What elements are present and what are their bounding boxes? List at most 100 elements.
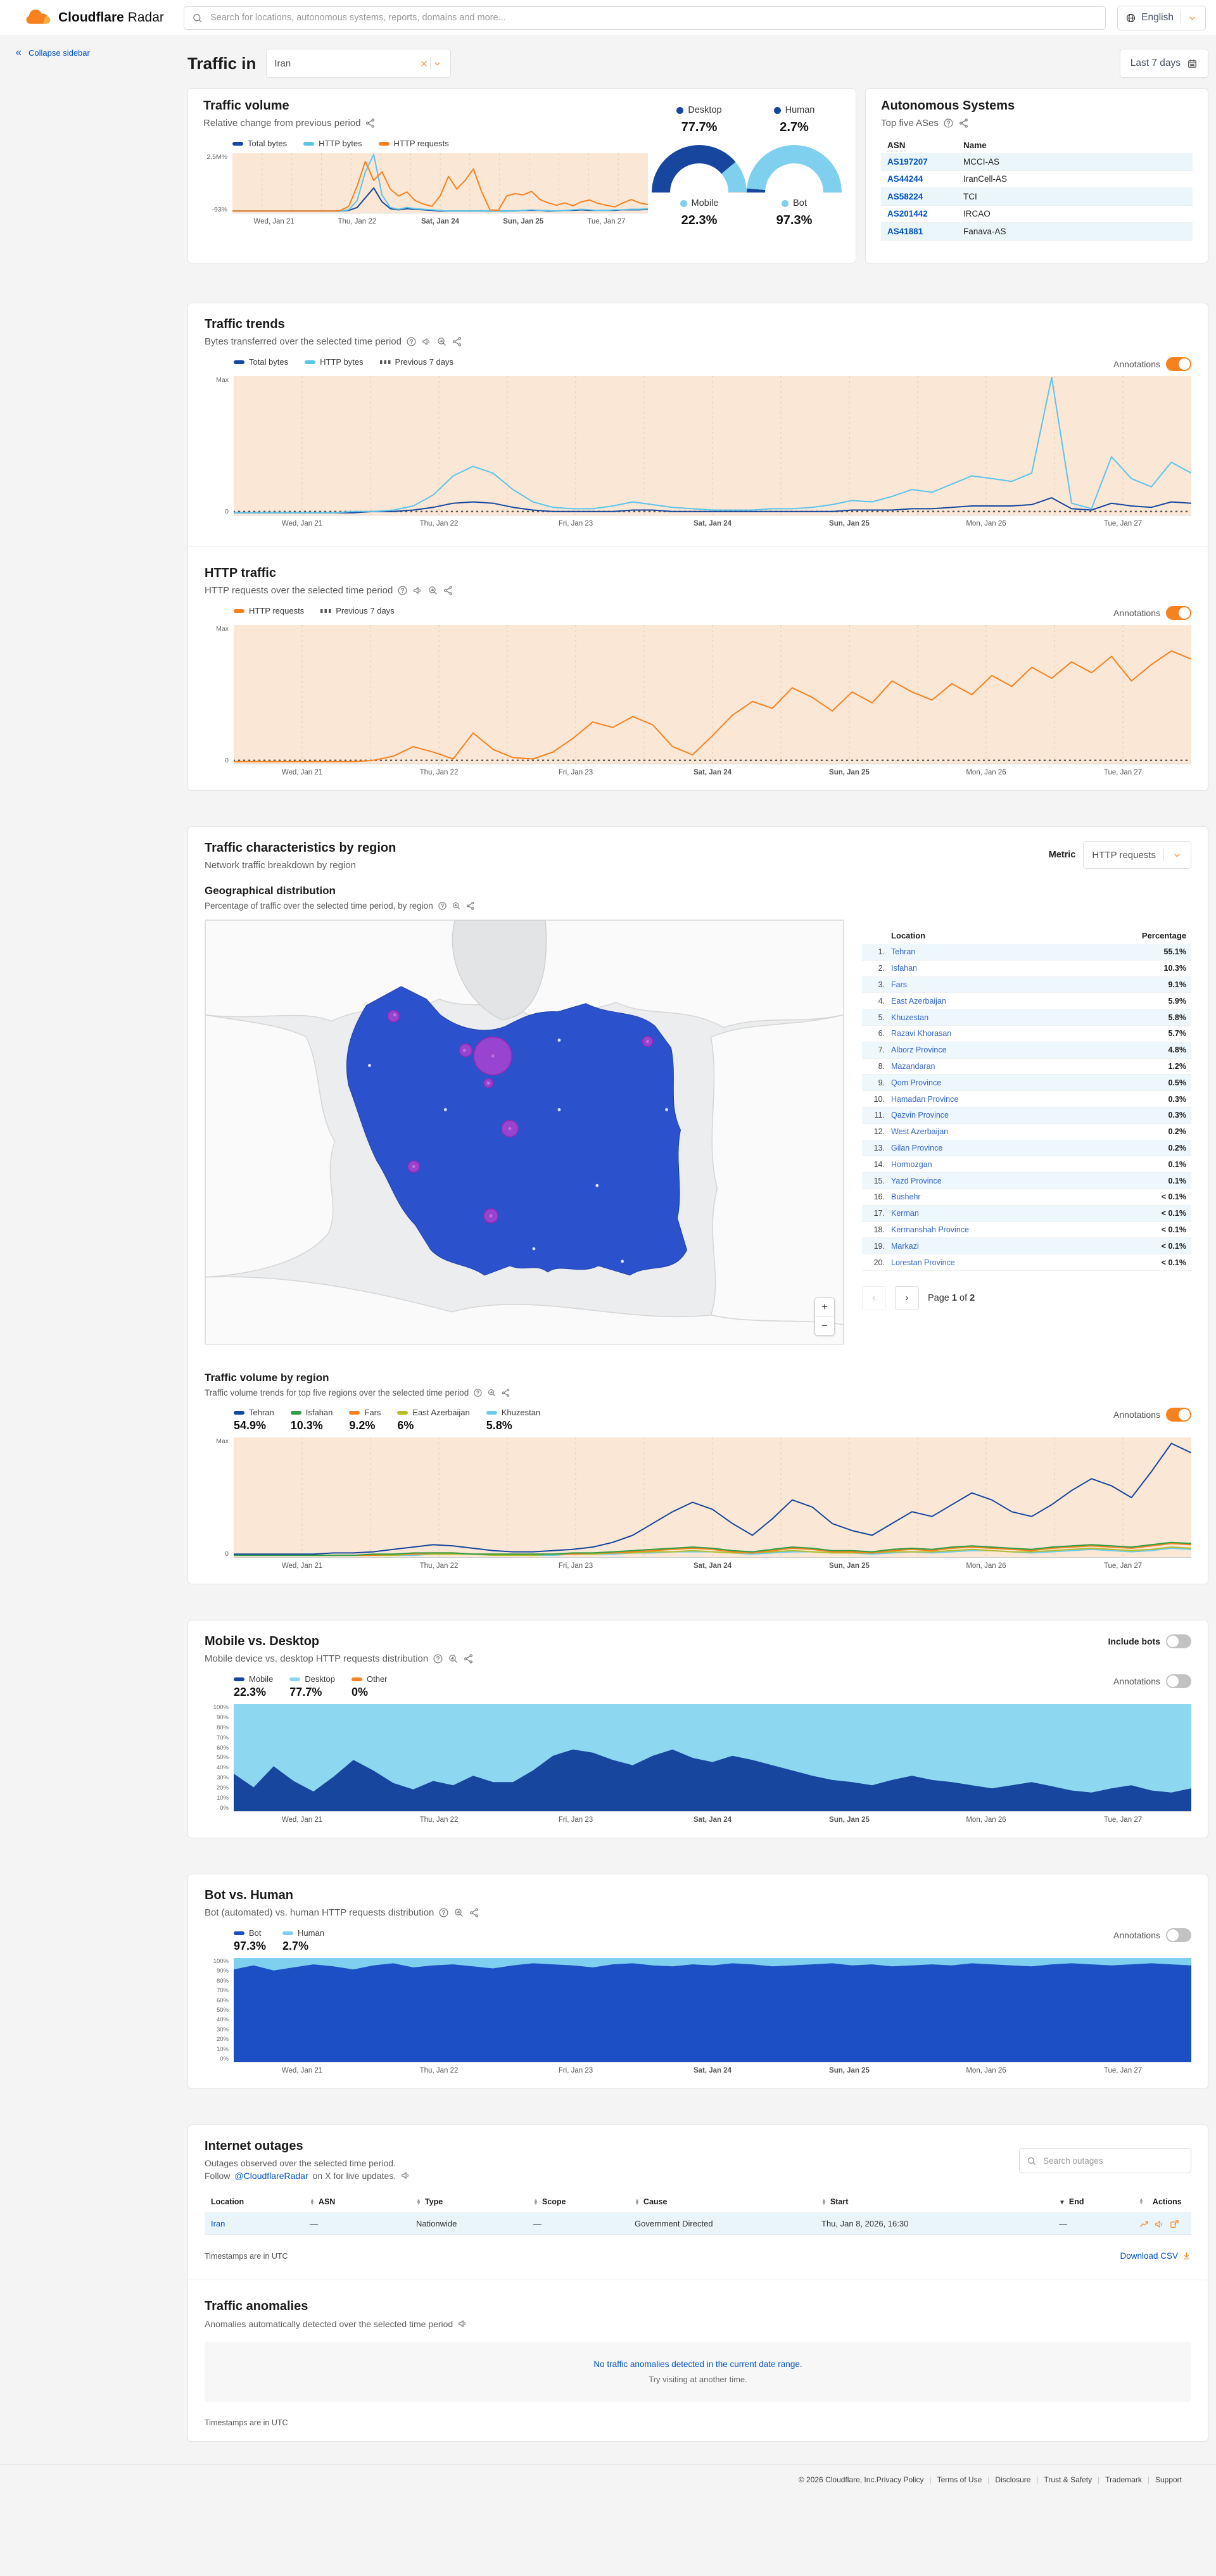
help-icon[interactable] (473, 1388, 483, 1398)
location-link[interactable]: Fars (891, 980, 907, 989)
share-icon[interactable] (365, 118, 376, 129)
traffic-volume-gauges: Desktop 77.7% Mobile 22.3% Human 2.7% Bo… (652, 99, 842, 253)
as-name: MCCI-AS (963, 156, 999, 167)
location-link[interactable]: Kerman (891, 1209, 919, 1218)
help-icon[interactable] (943, 118, 954, 129)
export-icon[interactable] (1169, 2219, 1179, 2229)
location-link[interactable]: Yazd Province (891, 1176, 942, 1185)
share-icon[interactable] (443, 585, 453, 596)
explore-icon[interactable] (487, 1388, 497, 1398)
asn-link[interactable]: AS41881 (887, 226, 923, 236)
next-page-button[interactable]: › (895, 1285, 919, 1310)
announcement-icon[interactable] (1154, 2219, 1164, 2229)
explore-icon[interactable] (436, 336, 447, 347)
share-icon[interactable] (501, 1388, 510, 1398)
share-icon[interactable] (466, 901, 475, 911)
footer-link[interactable]: Disclosure (982, 2475, 1030, 2484)
location-link[interactable]: Hamadan Province (891, 1094, 959, 1104)
annotations-toggle[interactable] (1166, 1928, 1191, 1942)
megaphone-icon[interactable] (412, 585, 423, 596)
view-trend-icon[interactable] (1139, 2219, 1149, 2229)
metric-select[interactable]: HTTP requests (1083, 841, 1191, 869)
annotations-toggle[interactable] (1166, 606, 1191, 620)
location-link[interactable]: Lorestan Province (891, 1258, 955, 1267)
clear-location-icon[interactable] (419, 59, 429, 68)
previous-page-button[interactable]: ‹ (862, 1285, 886, 1310)
explore-icon[interactable] (448, 1653, 459, 1664)
outages-column-asn[interactable]: ▲ ▼ ASN (310, 2197, 336, 2206)
download-csv-link[interactable]: Download CSV (1120, 2251, 1191, 2261)
collapse-sidebar-button[interactable]: Collapse sidebar (14, 48, 90, 58)
location-link[interactable]: Kermanshah Province (891, 1225, 969, 1234)
footer-link[interactable]: Trademark (1092, 2475, 1142, 2484)
asn-link[interactable]: AS197207 (887, 156, 928, 167)
cloudflare-radar-x-link[interactable]: @CloudflareRadar (234, 2170, 308, 2181)
x-axis-tick: Wed, Jan 21 (281, 1562, 323, 1570)
legend-item: Human 2.7% (282, 1928, 324, 1953)
help-icon[interactable] (438, 901, 447, 911)
location-link[interactable]: Gilan Province (891, 1143, 943, 1152)
date-range-picker[interactable]: Last 7 days (1119, 49, 1208, 78)
location-link[interactable]: Qom Province (891, 1078, 942, 1087)
outages-column-end[interactable]: ▼ End (1059, 2197, 1084, 2206)
location-link[interactable]: Mazandaran (891, 1061, 935, 1071)
share-icon[interactable] (452, 336, 462, 347)
include-bots-toggle[interactable] (1166, 1634, 1191, 1648)
location-link[interactable]: Hormozgan (891, 1159, 932, 1169)
location-link[interactable]: Qazvin Province (891, 1111, 949, 1120)
help-icon[interactable] (406, 336, 417, 347)
outages-column-scope[interactable]: ▲ ▼ Scope (533, 2197, 566, 2206)
megaphone-icon[interactable] (400, 2170, 411, 2181)
help-icon[interactable] (438, 1907, 449, 1918)
outages-column-cause[interactable]: ▲ ▼ Cause (635, 2197, 668, 2206)
footer-link[interactable]: Privacy Policy (876, 2475, 924, 2484)
as-column-asn[interactable]: ASN (887, 141, 906, 151)
help-icon[interactable] (433, 1653, 443, 1664)
annotations-toggle[interactable] (1166, 1408, 1191, 1422)
asn-link[interactable]: AS58224 (887, 191, 923, 201)
explore-icon[interactable] (428, 585, 438, 596)
megaphone-icon[interactable] (421, 336, 432, 347)
table-row: AS197207 MCCI-AS (881, 153, 1193, 171)
location-link[interactable]: Isfahan (891, 964, 918, 973)
location-link[interactable]: Bushehr (891, 1192, 921, 1202)
location-link[interactable]: Markazi (891, 1241, 919, 1251)
language-selector[interactable]: English (1117, 5, 1206, 30)
cloudflare-radar-logo[interactable]: Cloudflare Radar (24, 9, 184, 27)
asn-link[interactable]: AS201442 (887, 209, 928, 219)
iran-choropleth-map[interactable]: + − (205, 919, 844, 1345)
outages-search-input[interactable] (1042, 2155, 1184, 2166)
footer-link[interactable]: Support (1142, 2475, 1182, 2484)
location-link[interactable]: Alborz Province (891, 1045, 947, 1055)
global-search-input[interactable] (209, 12, 1098, 23)
location-link[interactable]: Razavi Khorasan (891, 1029, 952, 1039)
footer-link[interactable]: Trust & Safety (1030, 2475, 1092, 2484)
outages-column-start[interactable]: ▲ ▼ Start (821, 2197, 849, 2206)
asn-link[interactable]: AS44244 (887, 174, 923, 184)
share-icon[interactable] (469, 1907, 479, 1918)
autonomous-systems-subtitle: Top five ASes (881, 118, 939, 129)
location-link[interactable]: Khuzestan (891, 1013, 929, 1022)
location-link[interactable]: Tehran (891, 947, 916, 957)
explore-icon[interactable] (452, 901, 461, 911)
zoom-in-button[interactable]: + (815, 1298, 834, 1316)
chevron-down-icon (432, 58, 443, 69)
outages-column-type[interactable]: ▲ ▼ Type (416, 2197, 443, 2206)
location-link[interactable]: East Azerbaijan (891, 996, 946, 1006)
global-search-bar[interactable] (184, 6, 1106, 30)
annotations-toggle[interactable] (1166, 1674, 1191, 1688)
help-icon[interactable] (397, 585, 408, 596)
outages-column-location[interactable]: Location (211, 2197, 244, 2206)
zoom-out-button[interactable]: − (815, 1316, 834, 1335)
footer-link[interactable]: Terms of Use (923, 2475, 982, 2484)
explore-icon[interactable] (453, 1907, 464, 1918)
outages-search-box[interactable] (1019, 2148, 1191, 2173)
location-filter-select[interactable]: Iran (266, 49, 452, 78)
share-icon[interactable] (958, 118, 969, 129)
location-link[interactable]: West Azerbaijan (891, 1127, 949, 1137)
outage-location-link[interactable]: Iran (211, 2219, 225, 2228)
legend-item: HTTP requests (234, 606, 304, 616)
annotations-toggle[interactable] (1166, 357, 1191, 371)
share-icon[interactable] (463, 1653, 474, 1664)
megaphone-icon[interactable] (457, 2318, 468, 2329)
